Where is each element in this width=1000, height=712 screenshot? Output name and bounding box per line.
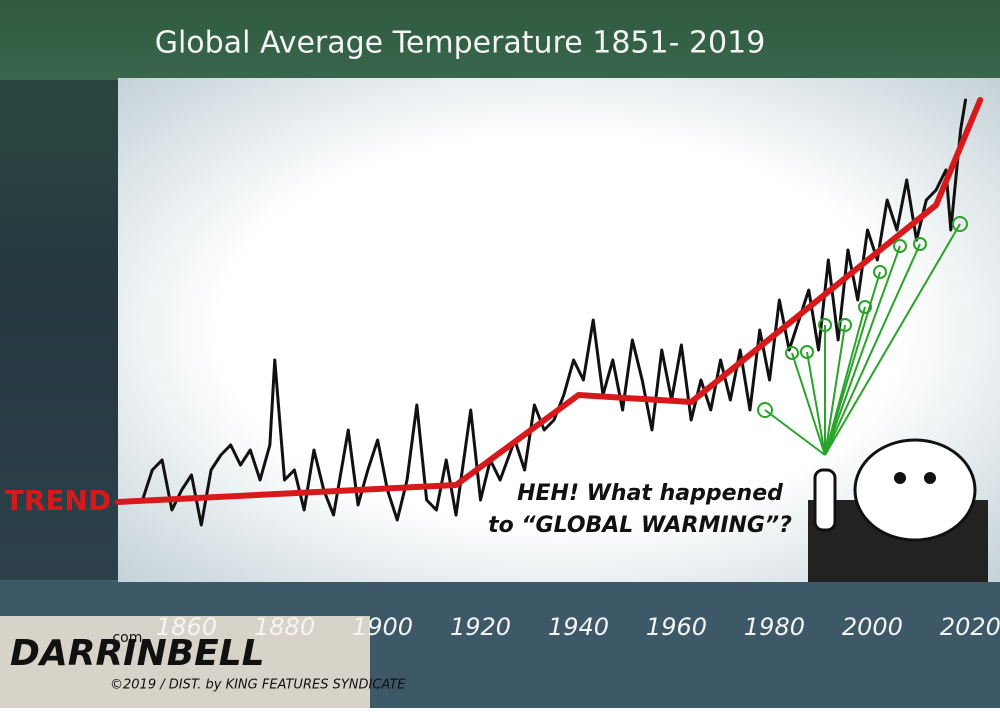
- x-tick-label: 1960: [646, 613, 707, 641]
- signature-paper: [0, 616, 370, 708]
- x-tick-label: 1880: [254, 613, 315, 641]
- pointer-lines: [757, 216, 968, 456]
- x-tick-label: 1940: [548, 613, 609, 641]
- trend-line: [115, 97, 984, 505]
- x-tick-label: 2020: [940, 613, 1000, 641]
- speech-line: HEH! What happened: [517, 481, 783, 506]
- temperature-line: [140, 98, 968, 527]
- credit: ©2019 / DIST. by KING FEATURES SYNDICATE: [110, 678, 406, 693]
- x-tick-label: 1860: [156, 613, 217, 641]
- left-wash: [0, 80, 118, 580]
- speech-line: to “GLOBAL WARMING”?: [488, 513, 792, 538]
- signature: DARRINBELL: [10, 633, 265, 674]
- x-tick-label: 1900: [352, 613, 413, 641]
- signature-suffix: .com: [108, 630, 142, 646]
- elephant-figure: [808, 438, 988, 582]
- x-tick-label: 2000: [842, 613, 903, 641]
- chart-panel: [118, 78, 1000, 582]
- x-tick-label: 1920: [450, 613, 511, 641]
- x-tick-label: 1980: [744, 613, 805, 641]
- chart-title: Global Average Temperature 1851- 2019: [155, 26, 766, 61]
- trend-label: TREND: [5, 484, 111, 517]
